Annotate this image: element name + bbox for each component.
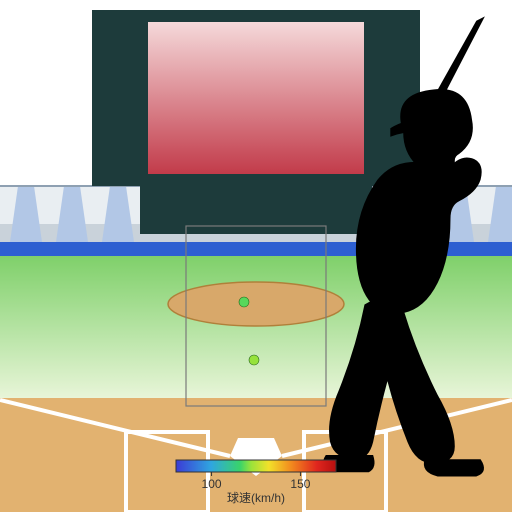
colorbar [176, 460, 336, 472]
scoreboard-base [140, 186, 372, 234]
colorbar-tick-label: 100 [202, 477, 222, 491]
hand [410, 126, 432, 148]
colorbar-label: 球速(km/h) [227, 491, 285, 505]
pitch-marker [249, 355, 259, 365]
colorbar-tick-label: 150 [290, 477, 310, 491]
scoreboard-screen [148, 22, 364, 174]
pitch-location-chart: 100 150 球速(km/h) [0, 0, 512, 512]
foot-back [424, 459, 484, 476]
pitch-marker [239, 297, 249, 307]
pitchers-mound [168, 282, 344, 326]
